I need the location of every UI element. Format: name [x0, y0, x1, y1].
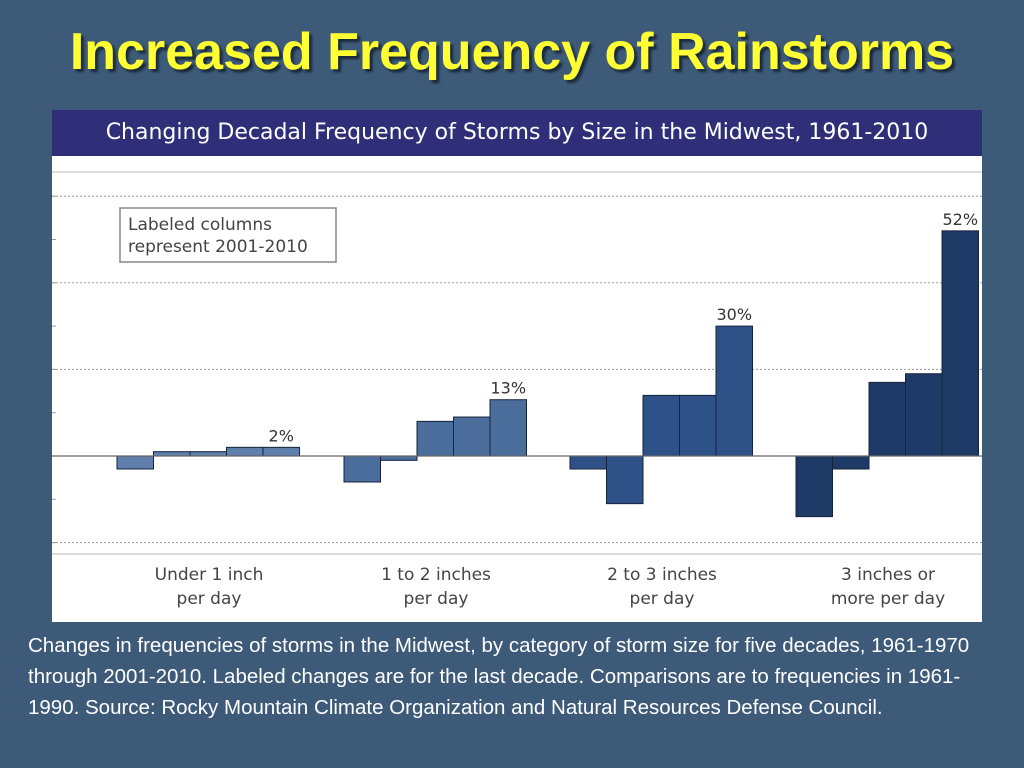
bar [569, 455, 607, 470]
data-label: 13% [490, 379, 526, 398]
bar [343, 455, 381, 483]
bar [380, 455, 418, 461]
bar [795, 455, 833, 518]
bar [226, 446, 264, 457]
bar-chart: 2% 13% 30% 52% Under 1 inch per day 1 to 2 inc… [52, 171, 982, 609]
category-label: 1 to 2 inches per day [381, 565, 491, 609]
bar [262, 446, 300, 457]
category-label: 3 inches or more per day [831, 565, 945, 609]
bar [453, 416, 491, 457]
bar [679, 394, 717, 457]
legend-note: Labeled columns represent 2001-2010 [128, 215, 308, 257]
legend-box [119, 207, 337, 263]
chart-title: Changing Decadal Frequency of Storms by … [105, 120, 929, 145]
bar [868, 381, 906, 457]
bar [153, 451, 191, 457]
data-label: 52% [942, 210, 978, 229]
chart-panel: Changing Decadal Frequency of Storms by … [52, 110, 982, 622]
bar [489, 399, 527, 457]
bar [606, 455, 644, 505]
bar [905, 373, 943, 457]
slide-title: Increased Frequency of Rainstorms [69, 23, 955, 81]
data-label: 2% [269, 426, 294, 445]
bar [189, 451, 227, 457]
bar [715, 325, 753, 457]
category-label: 2 to 3 inches per day [607, 565, 717, 609]
bar [642, 394, 680, 457]
data-label: 30% [716, 305, 752, 324]
chart-header: Changing Decadal Frequency of Storms by … [52, 110, 982, 156]
bar [941, 230, 979, 457]
category-label: Under 1 inch per day [155, 565, 264, 609]
bar [832, 455, 870, 470]
bar [416, 420, 454, 457]
slide-caption: Changes in frequencies of storms in the … [28, 634, 970, 719]
bar [116, 455, 154, 470]
